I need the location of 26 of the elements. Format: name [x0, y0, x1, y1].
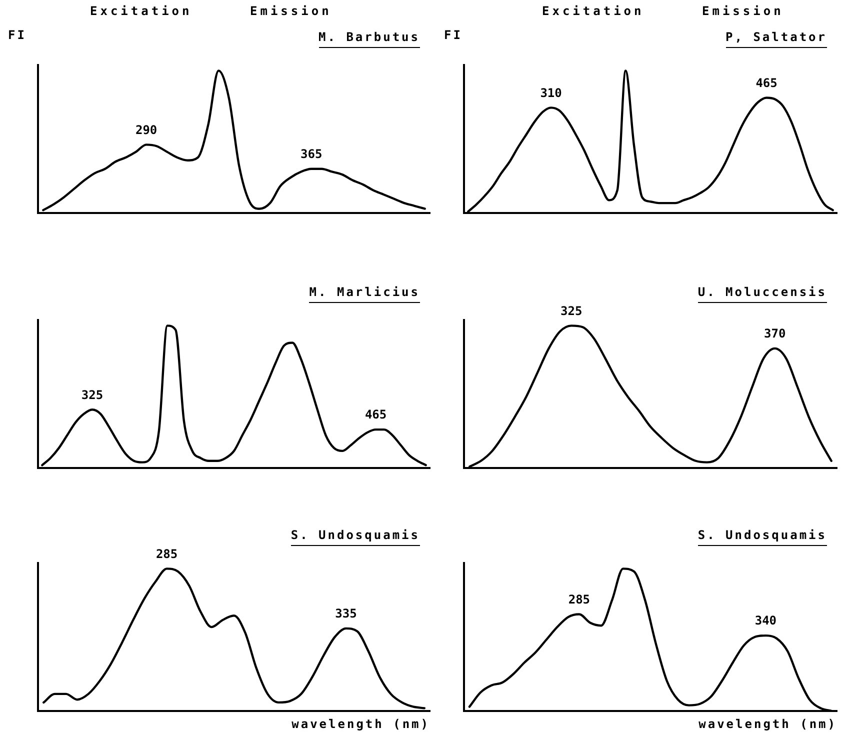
text: Emission — [702, 4, 784, 18]
chart-title: P, Saltator — [726, 30, 827, 48]
annotation: 325 — [81, 388, 104, 402]
y-axis-title: FI — [444, 28, 462, 42]
annotation: 285 — [568, 592, 590, 606]
chart-title: M. Barbutus — [318, 30, 420, 48]
annotation: 285 — [156, 546, 178, 561]
y-axis-title: FI — [8, 28, 26, 42]
annotation: 340 — [754, 614, 777, 628]
annotation: 465 — [364, 408, 387, 422]
chart-title: S. Undosquamis — [698, 528, 827, 546]
annotation: 310 — [540, 86, 562, 100]
annotation: 290 — [135, 122, 158, 137]
x-axis-title: wavelength (nm) — [292, 717, 430, 731]
annotation: 365 — [300, 147, 322, 162]
chart-title: U. Moluccensis — [698, 285, 827, 303]
chart-title: S. Undosquamis — [290, 528, 420, 546]
text: Emission — [250, 4, 332, 18]
annotation: 465 — [756, 76, 778, 90]
annotation: 370 — [764, 326, 786, 341]
annotation: 325 — [560, 304, 582, 318]
text: Excitation — [90, 4, 192, 18]
annotation: 335 — [335, 606, 357, 621]
x-axis-title: wavelength (nm) — [698, 717, 837, 731]
chart-title: M. Marlicius — [309, 285, 420, 303]
text: Excitation — [542, 4, 644, 18]
